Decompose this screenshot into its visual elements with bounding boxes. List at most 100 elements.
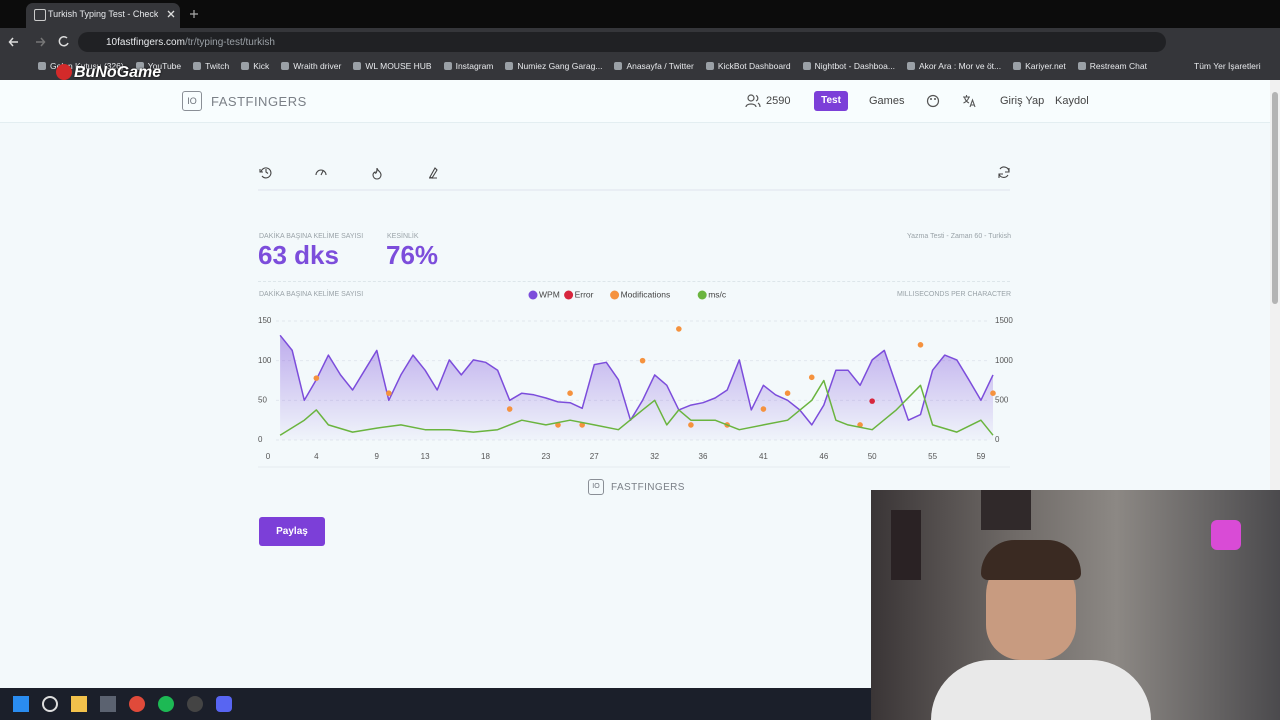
edit-icon[interactable] [429, 167, 438, 179]
area [280, 335, 994, 440]
y-tick-label: 100 [258, 356, 272, 365]
bookmark[interactable]: Akor Ara : Mor ve öt... [906, 61, 1001, 71]
legend-label: Error [575, 289, 594, 299]
data-point [990, 390, 996, 396]
site-header [0, 80, 1270, 123]
y-tick-label: 50 [258, 395, 267, 404]
logo-mark: IO [182, 91, 202, 111]
data-point [386, 390, 392, 396]
bookmark[interactable]: Numiez Gang Garag... [505, 61, 602, 71]
streak-icon[interactable] [372, 167, 382, 180]
start-icon[interactable] [13, 696, 29, 712]
watermark-logo [56, 64, 72, 80]
legend-swatch [610, 290, 620, 300]
bookmark-icon [505, 62, 514, 70]
bookmark[interactable]: Twitch [193, 61, 229, 71]
spotify-icon[interactable] [158, 696, 174, 712]
bookmark[interactable]: Nightbot - Dashboa... [802, 61, 895, 71]
legend-swatch [564, 290, 574, 300]
steam-icon[interactable] [187, 696, 203, 712]
data-point [567, 390, 573, 396]
bookmark[interactable]: KickBot Dashboard [705, 61, 791, 71]
history-icon[interactable] [259, 167, 272, 179]
line [279, 379, 994, 436]
url-host: 10fastfingers.com [106, 37, 185, 48]
tab-title: Turkish Typing Test - Check You [48, 9, 158, 19]
bookmark[interactable]: Kick [241, 61, 269, 71]
new-tab[interactable] [189, 9, 199, 19]
tab[interactable] [26, 3, 180, 28]
data-point [676, 326, 682, 332]
bookmark-icon [443, 62, 452, 70]
light [1211, 520, 1241, 550]
bookmark-icon [281, 62, 290, 70]
accuracy-label: KESİNLİK [387, 233, 419, 240]
x-tick-label: 23 [541, 452, 550, 461]
y-axis-title: DAKİKA BAŞINA KELİME SAYISI [259, 289, 363, 298]
hair [981, 540, 1081, 580]
legend-swatch [528, 290, 538, 300]
y2-tick-label: 1000 [995, 356, 1013, 365]
x-tick-label: 36 [699, 452, 708, 461]
data-point [869, 398, 875, 404]
bookmark-icon [38, 62, 46, 70]
url: 10fastfingers.com/tr/typing-test/turkish [106, 37, 275, 48]
test-info: Yazma Testi - Zaman 60 - Turkish [907, 233, 1011, 240]
bookmark[interactable]: Gelen Kutusu (326) [38, 61, 124, 71]
restart-icon[interactable] [998, 166, 1010, 178]
x-tick-label: 50 [868, 452, 877, 461]
share-button[interactable]: Paylaş [259, 517, 325, 546]
bookmark[interactable]: Wraith driver [281, 61, 341, 71]
logo[interactable]: FASTFINGERS [211, 94, 307, 109]
tab-close[interactable] [166, 9, 176, 19]
search-icon[interactable] [42, 696, 58, 712]
bookmark-icon [906, 62, 915, 70]
theme-icon[interactable] [926, 94, 940, 108]
taskbar-icons [13, 696, 232, 712]
nav-buttons[interactable] [8, 35, 78, 49]
explorer-icon[interactable] [71, 696, 87, 712]
poster [981, 490, 1031, 530]
all-bookmarks[interactable]: Tüm Yer İşaretleri [1194, 61, 1261, 71]
scrollbar-thumb[interactable] [1272, 92, 1278, 304]
x-tick-label: 9 [375, 452, 380, 461]
nav-login[interactable]: Giriş Yap [1000, 95, 1045, 107]
legend-label: Modifications [621, 289, 671, 299]
bookmark[interactable]: Restream Chat [1077, 61, 1147, 71]
discord-icon[interactable] [216, 696, 232, 712]
y2-tick-label: 1500 [995, 316, 1013, 325]
nav-games[interactable]: Games [869, 95, 905, 107]
x-tick-label: 32 [650, 452, 659, 461]
chrome-icon[interactable] [129, 696, 145, 712]
poster [891, 510, 921, 580]
shirt [931, 660, 1151, 720]
bookmark[interactable]: Anasayfa / Twitter [614, 61, 694, 71]
language-icon[interactable] [962, 94, 976, 108]
bookmark-icon [1013, 62, 1022, 70]
bookmark-bar: Gelen Kutusu (326) YouTube Twitch Kick Wrait… [38, 61, 1147, 71]
x-tick-label: 13 [421, 452, 430, 461]
bookmark[interactable]: Instagram [443, 61, 493, 71]
accuracy-value: 76% [386, 240, 439, 270]
omnibox[interactable] [78, 32, 1166, 52]
bookmark[interactable]: Kariyer.net [1013, 61, 1066, 71]
bookmark-icon [614, 62, 623, 70]
users-icon [745, 94, 761, 108]
bookmark-icon [135, 62, 144, 70]
x-tick-label: 46 [819, 452, 828, 461]
x-tick-label: 27 [590, 452, 599, 461]
y2-axis-title: MILLISECONDS PER CHARACTER [897, 291, 1011, 298]
divider [258, 281, 1010, 282]
bookmark-icon [193, 62, 202, 70]
bookmark[interactable]: WL MOUSE HUB [353, 61, 432, 71]
nav-register[interactable]: Kaydol [1055, 95, 1089, 107]
wpm-value: 63 dks [258, 240, 339, 270]
x-tick-label: 4 [314, 452, 319, 461]
y2-tick-label: 0 [995, 435, 1000, 444]
nav-test[interactable]: Test [814, 91, 848, 111]
store-icon[interactable] [100, 696, 116, 712]
bookmark[interactable]: YouTube [135, 61, 181, 71]
speed-icon[interactable] [315, 169, 327, 176]
